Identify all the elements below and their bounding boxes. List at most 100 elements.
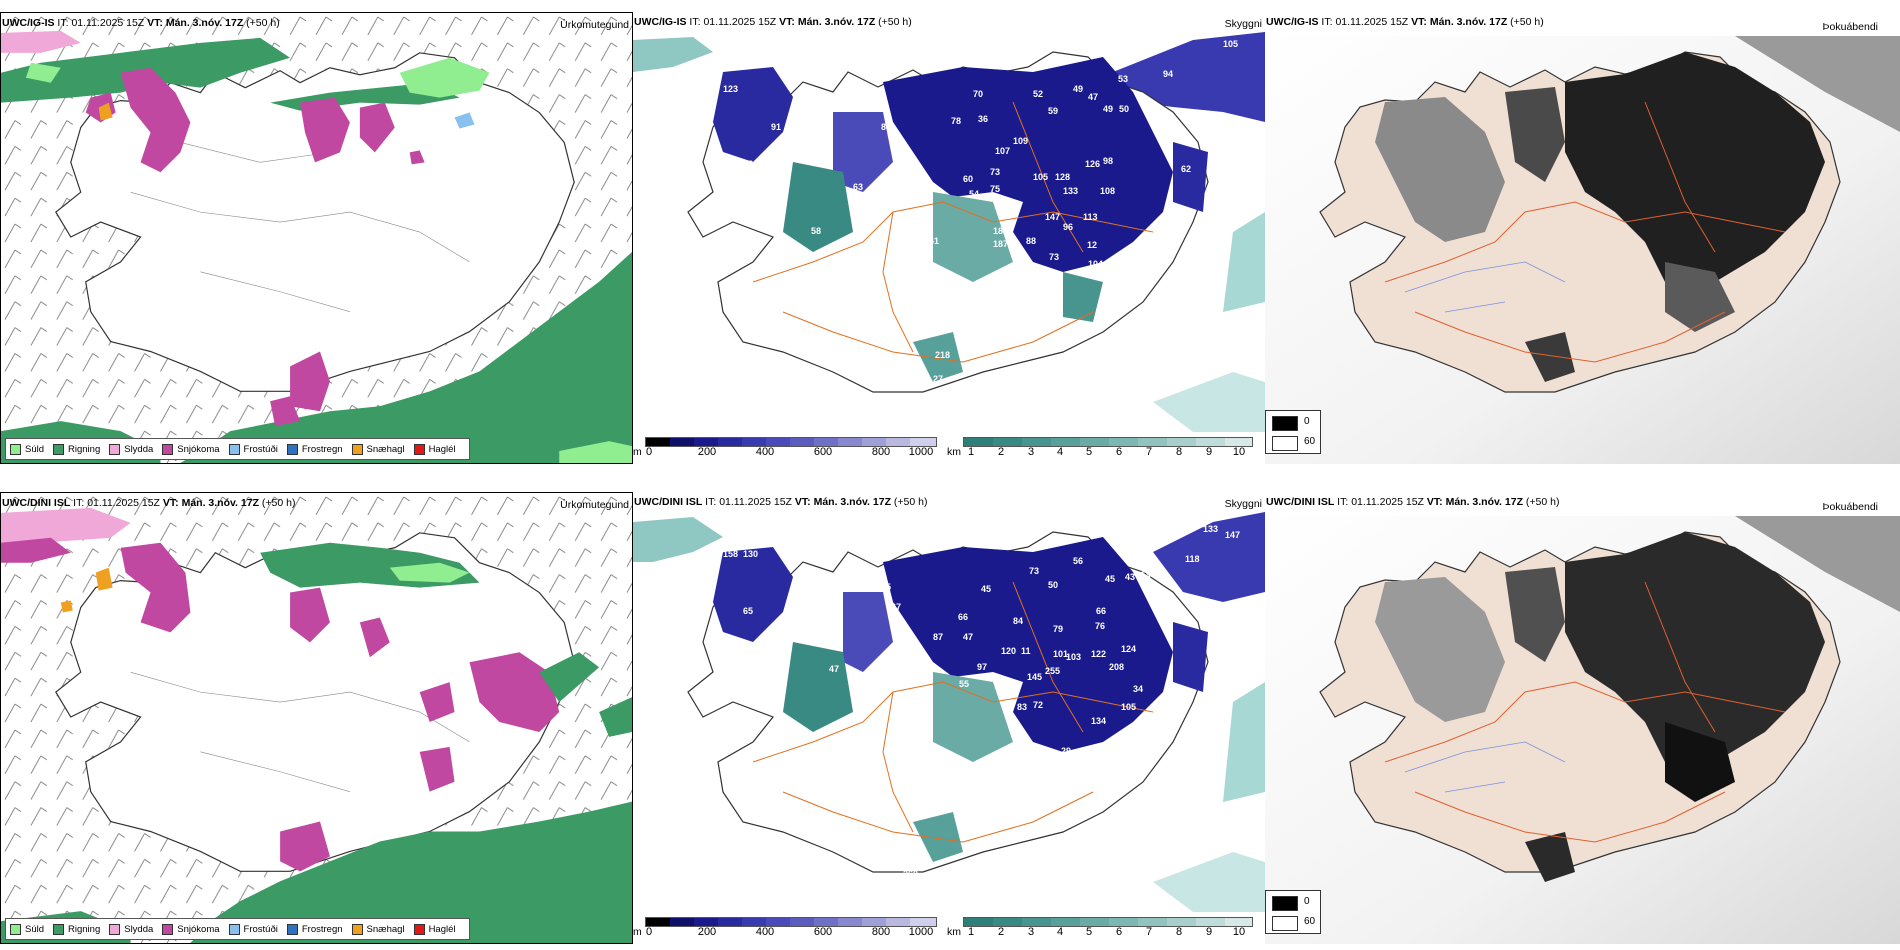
vis-number: 118 xyxy=(1185,554,1200,564)
swatch xyxy=(351,443,363,455)
colorbar-tick: 400 xyxy=(755,926,775,938)
colorbar-unit: m xyxy=(633,926,642,938)
vis-number: 130 xyxy=(743,549,758,559)
vis-number: 133 xyxy=(1203,524,1218,534)
vis-number: 145 xyxy=(1027,672,1042,682)
vis-number: 49 xyxy=(1103,104,1113,114)
fog-legend-label: 0 xyxy=(1304,896,1310,907)
swatch xyxy=(109,443,121,455)
colorbar-unit: km xyxy=(947,446,961,458)
swatch xyxy=(413,443,425,455)
vis-number: 109 xyxy=(777,644,792,654)
colorbar-tick: 9 xyxy=(1205,446,1213,458)
legend-item: Snæhagl xyxy=(351,443,405,455)
vis-number: 47 xyxy=(1088,92,1098,102)
fog-legend: 0 60 xyxy=(1265,410,1321,454)
vis-number: 181 xyxy=(993,226,1008,236)
vis-number: 11 xyxy=(1021,646,1031,656)
vis-number: 72 xyxy=(911,244,921,254)
height-colorbar: m 0 200 400 600 800 1000 xyxy=(633,437,943,461)
vis-number: 62 xyxy=(1181,164,1191,174)
colorbar-tick: 7 xyxy=(1145,446,1153,458)
colorbar-tick: 3 xyxy=(1027,446,1035,458)
vis-number: 54 xyxy=(969,189,979,199)
legend-item: Súld xyxy=(10,443,44,455)
fog-map xyxy=(1265,36,1900,464)
legend-item: Haglél xyxy=(413,443,456,455)
fog-swatch xyxy=(1272,416,1298,431)
panel-title: Úrkomutegund xyxy=(560,19,629,31)
vis-number: 58 xyxy=(811,226,821,236)
vis-number: 187 xyxy=(993,239,1008,249)
colorbar-tick: 1 xyxy=(967,446,975,458)
vis-number: 126 xyxy=(1085,159,1100,169)
vis-number: 45 xyxy=(981,584,991,594)
legend-item: Slydda xyxy=(109,923,153,935)
visibility-map: 105 94 53 46 52 49 47 59 49 50 70 78 36 … xyxy=(633,32,1265,432)
vis-number: 49 xyxy=(1073,84,1083,94)
vis-number: 96 xyxy=(1063,222,1073,232)
vis-number: 122 xyxy=(1091,649,1106,659)
fog-legend: 0 60 xyxy=(1265,890,1321,934)
vis-number: 124 xyxy=(1121,644,1136,654)
vis-number: 58 xyxy=(785,626,795,636)
vis-number: 27 xyxy=(933,374,943,384)
colorbar-tick: 2 xyxy=(997,926,1005,938)
swatch xyxy=(228,443,240,455)
vis-number: 65 xyxy=(743,606,753,616)
legend-item: Haglél xyxy=(413,923,456,935)
vis-number: 109 xyxy=(1013,136,1028,146)
height-colorbar: m 0 200 400 600 800 1000 xyxy=(633,917,943,941)
vis-number: 76 xyxy=(1095,621,1105,631)
vis-number: 53 xyxy=(1118,74,1128,84)
fog-legend-label: 60 xyxy=(1304,436,1316,447)
colorbar-tick: 10 xyxy=(1232,926,1246,938)
vis-number: 81 xyxy=(861,244,871,254)
vis-number: 105 xyxy=(1033,172,1048,182)
vis-number: 78 xyxy=(951,116,961,126)
vis-number: 83 xyxy=(1017,702,1027,712)
vis-number: 91 xyxy=(771,122,781,132)
precip-map xyxy=(1,493,632,943)
swatch xyxy=(351,923,363,935)
panel-title: Þokuábendi xyxy=(1822,21,1878,33)
vis-number: 46 xyxy=(1138,94,1148,104)
precip-legend: Súld Rigning Slydda Snjókoma Frostúði Fr… xyxy=(5,918,470,940)
colorbar-tick: 0 xyxy=(645,446,653,458)
vis-number: 34 xyxy=(1133,684,1143,694)
vis-number: 128 xyxy=(1055,172,1070,182)
vis-number: 107 xyxy=(995,146,1010,156)
swatch xyxy=(286,443,298,455)
vis-number: 123 xyxy=(723,84,738,94)
vis-number: 54 xyxy=(1141,570,1151,580)
vis-number: 108 xyxy=(1100,186,1115,196)
visibility-numbers: 133 147 118 56 45 43 54 50 73 45 66 76 8… xyxy=(723,524,1240,879)
colorbar-tick: 6 xyxy=(1115,926,1123,938)
colorbar-tick: 1000 xyxy=(908,446,934,458)
vis-number: 101 xyxy=(1053,649,1068,659)
vis-number: 61 xyxy=(929,236,939,246)
vis-number: 43 xyxy=(1125,572,1135,582)
visibility-colorbar: km 1 2 3 4 5 6 7 8 9 10 xyxy=(945,917,1255,941)
panel-title: Þokuábendi xyxy=(1822,501,1878,513)
swatch xyxy=(53,923,65,935)
vis-number: 105 xyxy=(1121,702,1136,712)
vis-number: 45 xyxy=(1105,574,1115,584)
visibility-map: 133 147 118 56 45 43 54 50 73 45 66 76 8… xyxy=(633,512,1265,912)
vis-number: 79 xyxy=(1053,624,1063,634)
vis-number: 63 xyxy=(853,182,863,192)
legend-item: Snæhagl xyxy=(351,923,405,935)
vis-number: 45 xyxy=(881,582,891,592)
vis-number: 84 xyxy=(1013,616,1023,626)
legend-item: Slydda xyxy=(109,443,153,455)
swatch xyxy=(109,923,121,935)
vis-number: 50 xyxy=(1119,104,1129,114)
precip-type-panel-dini: UWC/DINI ISL IT: 01.11.2025 15Z VT: Mán.… xyxy=(0,492,633,944)
swatch xyxy=(10,443,21,455)
swatch xyxy=(10,923,21,935)
vis-number: 103 xyxy=(1066,652,1081,662)
colorbar-tick: 10 xyxy=(1232,446,1246,458)
swatch xyxy=(413,923,425,935)
colorbar-tick: 200 xyxy=(697,446,717,458)
colorbar-tick: 8 xyxy=(1175,446,1183,458)
